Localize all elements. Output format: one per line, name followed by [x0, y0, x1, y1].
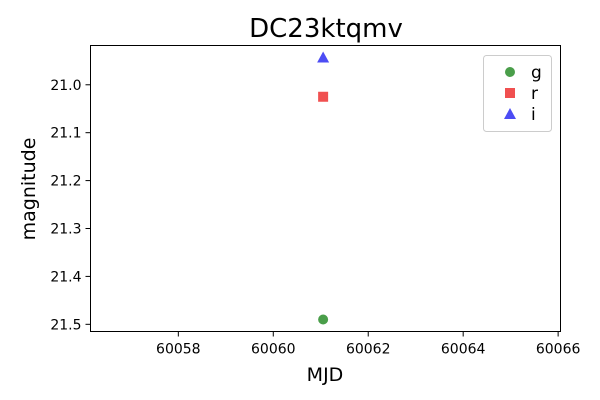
y-axis: 21.0 21.1 21.2 21.3 21.4 21.5 — [50, 78, 91, 333]
chart-title: DC23ktqmv — [249, 14, 403, 44]
y-tick-label: 21.4 — [50, 269, 81, 285]
y-tick-label: 21.5 — [50, 317, 81, 333]
x-tick-label: 60064 — [441, 342, 486, 358]
y-axis-label: magnitude — [18, 138, 40, 241]
data-points — [317, 51, 330, 325]
legend-marker-g — [505, 67, 515, 77]
x-axis-label: MJD — [307, 364, 344, 386]
x-tick-label: 60060 — [251, 342, 296, 358]
x-tick-label: 60058 — [156, 342, 201, 358]
x-axis: 60058 60060 60062 60064 60066 — [156, 331, 581, 358]
legend-label-g: g — [531, 63, 542, 83]
legend-box — [483, 55, 552, 132]
legend-marker-r — [505, 88, 515, 98]
y-tick-label: 21.0 — [50, 78, 81, 94]
y-tick-label: 21.3 — [50, 222, 81, 238]
x-tick-label: 60062 — [346, 342, 391, 358]
x-tick-label: 60066 — [536, 342, 581, 358]
legend-label-r: r — [531, 84, 538, 104]
data-point-i — [317, 51, 330, 63]
data-point-g — [318, 314, 329, 325]
legend: gri — [483, 55, 552, 132]
y-tick-label: 21.2 — [50, 174, 81, 190]
legend-marker-i — [504, 108, 516, 119]
y-tick-label: 21.1 — [50, 126, 81, 142]
data-point-r — [318, 91, 329, 102]
legend-label-i: i — [531, 105, 536, 125]
